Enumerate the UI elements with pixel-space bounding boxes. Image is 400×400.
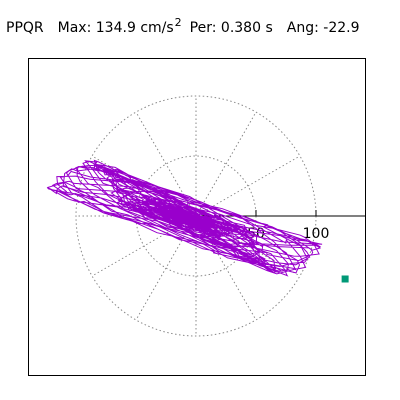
max-unit-exponent: 2 — [174, 16, 182, 29]
grid-spoke — [195, 155, 301, 217]
max-label: Max: — [57, 20, 92, 36]
plot-title: PPQR Max: 134.9 cm/s2 Per: 0.380 s Ang: -22… — [6, 14, 360, 37]
orbit-trace — [46, 159, 323, 277]
max-value: 134.9 — [95, 20, 136, 36]
tick-label: 100 — [303, 226, 330, 242]
period-label: Per: — [189, 20, 217, 36]
grid-spoke — [195, 111, 257, 217]
period-value: 0.380 s — [220, 20, 273, 36]
angle-label: Ang: — [286, 20, 319, 36]
peak-marker — [341, 275, 349, 283]
angle-value: -22.9 — [323, 20, 360, 36]
grid-spoke — [135, 111, 197, 217]
max-unit: cm/s — [140, 20, 174, 36]
station-name: PPQR — [6, 20, 44, 36]
